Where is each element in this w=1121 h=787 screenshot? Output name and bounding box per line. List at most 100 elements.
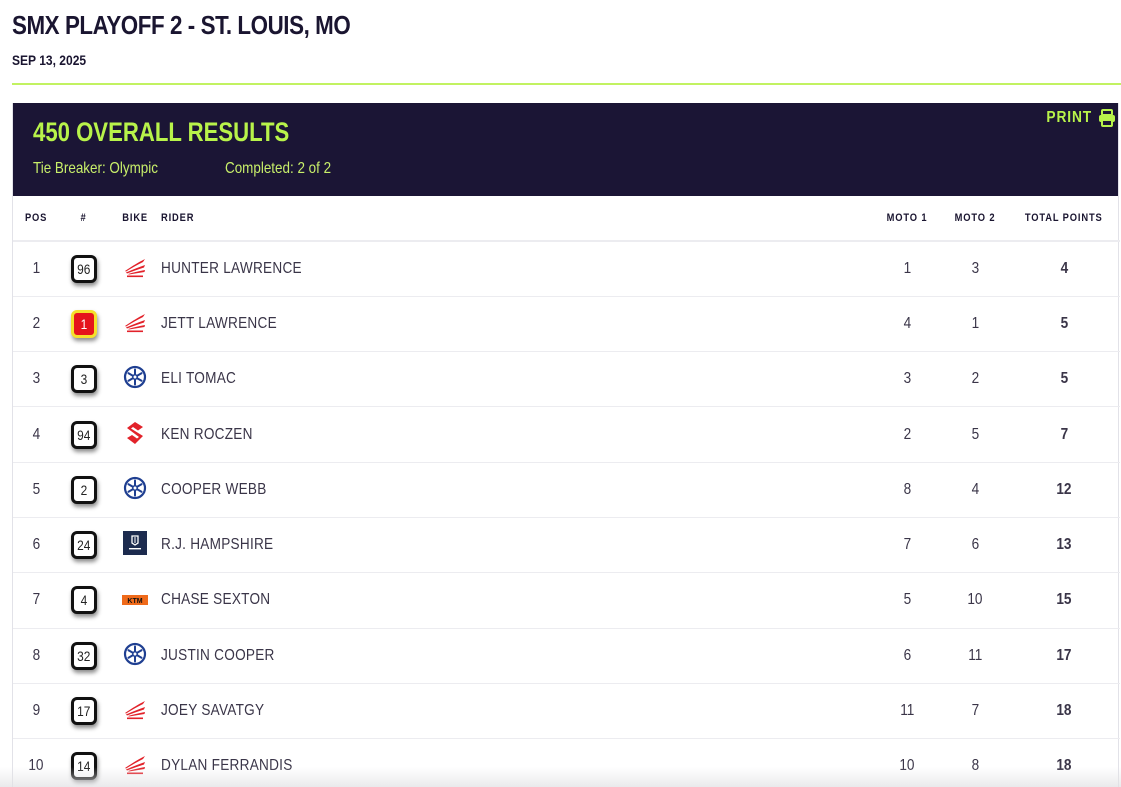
rider-name[interactable]: HUNTER LAWRENCE: [161, 241, 872, 297]
table-row[interactable]: 2 1 JETT LAWRENCE 4 1 5: [13, 296, 1120, 353]
bike-cell: [109, 628, 161, 684]
pos-cell: 8: [13, 628, 59, 684]
suzuki-logo: [122, 420, 148, 446]
rider-name[interactable]: R.J. HAMPSHIRE: [161, 517, 872, 574]
moto1-cell: 8: [872, 462, 942, 518]
col-number[interactable]: #: [59, 196, 109, 242]
rider-name[interactable]: KEN ROCZEN: [161, 406, 872, 463]
table-row[interactable]: 6 24 R.J. HAMPSHIRE 7 6 13: [13, 517, 1120, 574]
pos-cell: 10: [13, 738, 59, 787]
table-row[interactable]: 8 32 JUSTIN COOPER 6 11 17: [13, 628, 1120, 684]
number-cell: 1: [59, 296, 109, 353]
col-moto1[interactable]: MOTO 1: [872, 196, 942, 242]
col-moto2[interactable]: MOTO 2: [942, 196, 1008, 242]
bike-cell: [109, 517, 161, 574]
total-points-cell: 4: [1008, 241, 1120, 297]
number-plate: 32: [71, 641, 97, 670]
completed-label: Completed: 2 of 2: [225, 160, 332, 177]
pos-cell: 7: [13, 572, 59, 629]
number-plate: 96: [71, 254, 97, 283]
results-card-header: 450 OVERALL RESULTS Tie Breaker: Olympic…: [13, 103, 1118, 196]
moto1-cell: 1: [872, 241, 942, 297]
col-total-points[interactable]: TOTAL POINTS: [1008, 196, 1120, 242]
moto1-cell: 2: [872, 406, 942, 463]
total-points-cell: 18: [1008, 683, 1120, 740]
total-points-cell: 7: [1008, 406, 1120, 463]
bike-cell: [109, 683, 161, 740]
bike-cell: [109, 462, 161, 518]
yamaha-logo-icon: [123, 642, 147, 665]
total-points-cell: 17: [1008, 628, 1120, 684]
number-plate: 17: [71, 697, 97, 726]
moto2-cell: 5: [942, 406, 1008, 463]
moto2-cell: 1: [942, 296, 1008, 353]
event-date: SEP 13, 2025: [12, 52, 87, 68]
printer-icon: [1099, 109, 1115, 127]
honda-logo-icon: [125, 756, 145, 775]
number-cell: 94: [59, 406, 109, 463]
yamaha-logo: [122, 475, 148, 501]
header-divider: [12, 83, 1121, 85]
number-cell: 17: [59, 683, 109, 740]
bike-cell: [109, 351, 161, 408]
bike-cell: KTM: [109, 572, 161, 629]
total-points-cell: 5: [1008, 351, 1120, 408]
total-points-cell: 13: [1008, 517, 1120, 574]
table-row[interactable]: 7 4 KTM CHASE SEXTON 5 10 15: [13, 572, 1120, 629]
table-row[interactable]: 1 96 HUNTER LAWRENCE 1 3 4: [13, 241, 1120, 297]
moto2-cell: 4: [942, 462, 1008, 518]
moto1-cell: 4: [872, 296, 942, 353]
ktm-logo: KTM: [122, 587, 148, 613]
results-body: 1 96 HUNTER LAWRENCE 1 3 4 2 1 JETT LAWR…: [13, 241, 1120, 787]
col-rider[interactable]: RIDER: [161, 196, 872, 242]
yamaha-logo-icon: [123, 366, 147, 389]
pos-cell: 1: [13, 241, 59, 297]
number-cell: 32: [59, 628, 109, 684]
moto1-cell: 11: [872, 683, 942, 740]
number-plate: 2: [71, 475, 97, 504]
honda-logo: [122, 310, 148, 336]
table-row[interactable]: 9 17 JOEY SAVATGY 11 7 18: [13, 683, 1120, 740]
table-row[interactable]: 10 14 DYLAN FERRANDIS 10 8 18: [13, 738, 1120, 787]
pos-cell: 5: [13, 462, 59, 518]
rider-name[interactable]: JETT LAWRENCE: [161, 296, 872, 353]
print-button[interactable]: PRINT: [1039, 109, 1116, 127]
pos-cell: 4: [13, 406, 59, 463]
moto2-cell: 10: [942, 572, 1008, 629]
moto2-cell: 8: [942, 738, 1008, 787]
moto1-cell: 10: [872, 738, 942, 787]
svg-text:KTM: KTM: [127, 598, 142, 605]
col-bike[interactable]: BIKE: [109, 196, 161, 242]
tie-breaker-label: Tie Breaker: Olympic: [33, 160, 158, 177]
pos-cell: 9: [13, 683, 59, 740]
table-row[interactable]: 3 3 ELI TOMAC 3 2 5: [13, 351, 1120, 408]
total-points-cell: 5: [1008, 296, 1120, 353]
results-meta: Tie Breaker: Olympic Completed: 2 of 2: [33, 160, 351, 178]
total-points-cell: 12: [1008, 462, 1120, 518]
rider-name[interactable]: COOPER WEBB: [161, 462, 872, 518]
yamaha-logo: [122, 364, 148, 390]
table-row[interactable]: 5 2 COOPER WEBB 8 4 12: [13, 462, 1120, 518]
husqvarna-logo: [122, 530, 148, 556]
number-cell: 3: [59, 351, 109, 408]
yamaha-logo: [122, 641, 148, 667]
rider-name[interactable]: JUSTIN COOPER: [161, 628, 872, 684]
table-row[interactable]: 4 94 KEN ROCZEN 2 5 7: [13, 406, 1120, 463]
rider-name[interactable]: JOEY SAVATGY: [161, 683, 872, 740]
moto2-cell: 11: [942, 628, 1008, 684]
rider-name[interactable]: CHASE SEXTON: [161, 572, 872, 629]
honda-logo: [122, 752, 148, 778]
honda-logo-icon: [125, 258, 145, 277]
number-plate: 1: [71, 309, 97, 338]
bike-cell: [109, 738, 161, 787]
rider-name[interactable]: ELI TOMAC: [161, 351, 872, 408]
number-cell: 96: [59, 241, 109, 297]
rider-name[interactable]: DYLAN FERRANDIS: [161, 738, 872, 787]
results-card: 450 OVERALL RESULTS Tie Breaker: Olympic…: [12, 103, 1120, 787]
husqvarna-logo-icon: [123, 531, 147, 556]
ktm-logo-icon: KTM: [122, 595, 148, 606]
number-plate: 14: [71, 752, 97, 781]
number-cell: 2: [59, 462, 109, 518]
honda-logo: [122, 255, 148, 281]
col-pos[interactable]: POS: [13, 196, 59, 242]
